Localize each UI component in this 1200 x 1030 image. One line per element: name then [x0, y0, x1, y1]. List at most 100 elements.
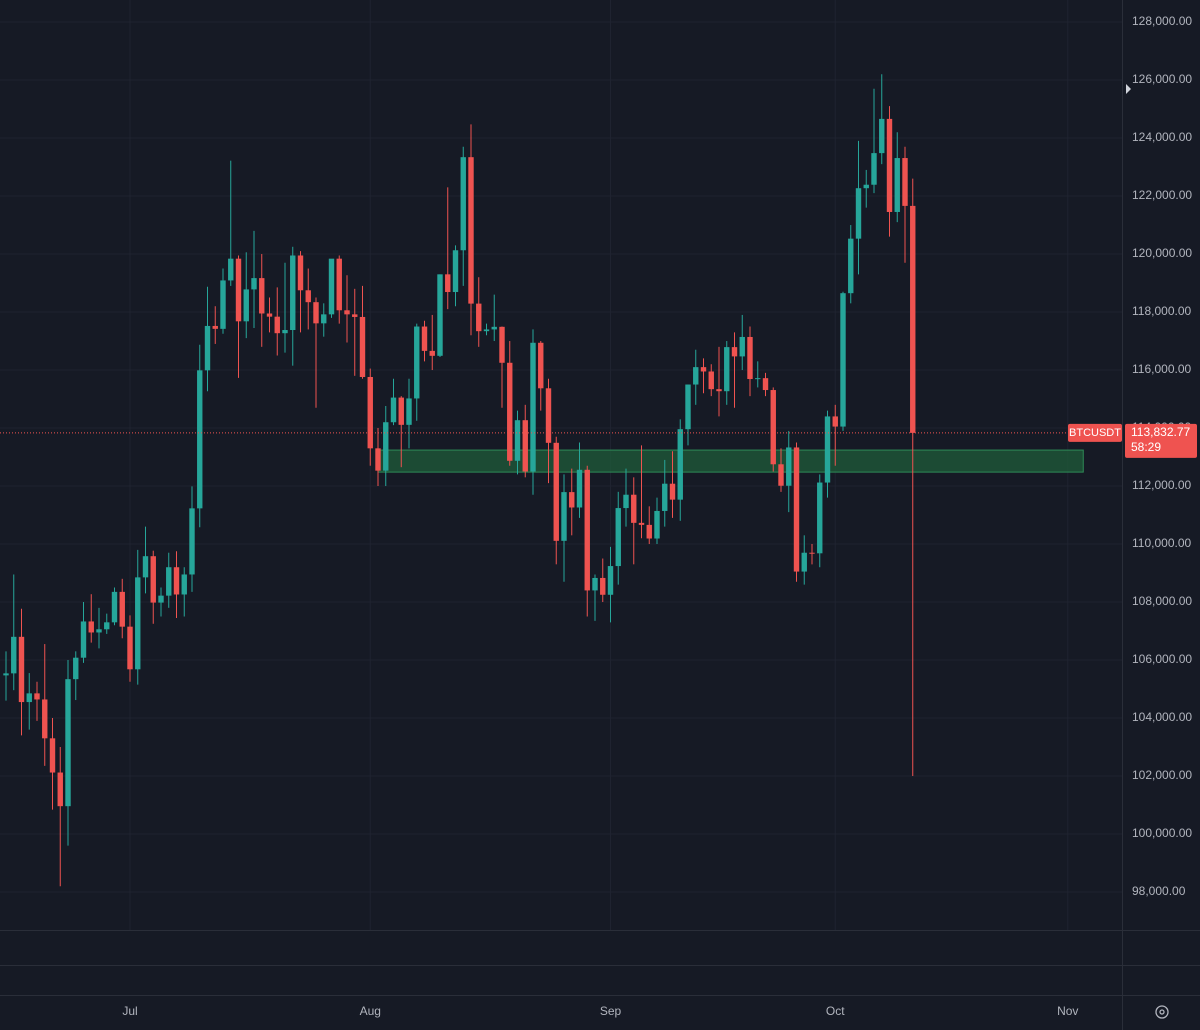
candle-body	[42, 699, 48, 739]
y-tick-label: 98,000.00	[1132, 884, 1186, 898]
zone-layer	[377, 449, 1084, 473]
y-tick-label: 106,000.00	[1132, 652, 1192, 666]
candle-body	[902, 158, 908, 206]
candle-body	[824, 416, 831, 483]
candle-body	[204, 325, 211, 371]
candle-body	[739, 336, 745, 357]
candle-body	[507, 362, 513, 461]
candle-body	[220, 280, 226, 329]
candle-body	[111, 591, 118, 623]
candle-body	[166, 567, 172, 596]
candle-body	[158, 595, 164, 603]
y-tick-label: 110,000.00	[1132, 536, 1191, 550]
y-tick-label: 126,000.00	[1132, 72, 1192, 86]
candle-body	[677, 429, 683, 500]
y-tick-label: 122,000.00	[1132, 188, 1192, 202]
candle-body	[135, 577, 141, 670]
candle-body	[685, 384, 691, 430]
candle-body	[197, 370, 203, 509]
candle-body	[646, 524, 652, 539]
candle-body	[700, 367, 707, 372]
candle-body	[127, 626, 133, 670]
candle-body	[390, 397, 397, 423]
candle-body	[600, 577, 606, 595]
candle-body	[189, 508, 195, 575]
candle-body	[840, 293, 846, 427]
candle-body	[522, 420, 528, 472]
candle-body	[150, 556, 156, 603]
candle-body	[336, 258, 342, 311]
candle-body	[623, 494, 629, 509]
candle-body	[483, 329, 490, 332]
candle-body	[452, 250, 459, 293]
candle-body	[437, 274, 443, 356]
candle-body	[290, 255, 296, 331]
candle-body	[778, 464, 784, 486]
settings-icon-core[interactable]	[1159, 1009, 1165, 1015]
candle-body	[855, 188, 862, 239]
candle-body	[491, 326, 497, 330]
candle-body	[88, 621, 94, 633]
candle-body	[445, 274, 451, 293]
candle-body	[468, 157, 474, 304]
candle-body	[499, 326, 505, 363]
settings-button[interactable]	[1155, 1005, 1169, 1019]
candle-body	[662, 483, 668, 511]
candle-body	[716, 389, 722, 392]
candle-body	[731, 347, 738, 357]
candle-body	[848, 238, 854, 294]
symbol-label: BTCUSDT	[1069, 427, 1121, 439]
candle-body	[375, 448, 381, 471]
settings-icon[interactable]	[1155, 1005, 1169, 1019]
candle-body	[414, 326, 420, 399]
y-tick-label: 108,000.00	[1132, 594, 1192, 608]
candle-body	[142, 556, 149, 578]
candle-body	[538, 342, 544, 389]
y-tick-label: 102,000.00	[1132, 768, 1192, 782]
candle-body	[530, 342, 536, 472]
candle-body	[235, 258, 242, 322]
candle-body	[73, 657, 79, 680]
candle-body	[638, 522, 645, 525]
candle-body	[274, 316, 280, 334]
candle-body	[328, 258, 335, 315]
candle-body	[259, 278, 265, 314]
candle-body	[832, 416, 838, 427]
candle-body	[305, 290, 311, 303]
candle-body	[11, 636, 17, 674]
candle-body	[173, 567, 180, 595]
candle-body	[282, 330, 288, 334]
candle-body	[181, 574, 187, 595]
y-tick-label: 116,000.00	[1132, 362, 1191, 376]
candle-body	[879, 118, 885, 154]
candle-body	[383, 422, 389, 471]
x-tick-label: Jul	[122, 1004, 137, 1018]
candle-body	[886, 118, 893, 212]
candle-body	[57, 772, 63, 807]
y-tick-label: 104,000.00	[1132, 710, 1192, 724]
candle-body	[561, 492, 567, 541]
support-zone	[377, 449, 1084, 473]
candle-body	[297, 255, 304, 291]
candle-body	[313, 302, 319, 324]
candle-body	[592, 577, 598, 591]
alert-marker	[1126, 84, 1131, 94]
candle-body	[615, 508, 621, 567]
candle-body	[871, 153, 877, 185]
candle-body	[894, 158, 900, 212]
candle-body	[762, 378, 769, 391]
candle-body	[421, 326, 428, 351]
candle-body	[584, 469, 590, 591]
candle-body	[693, 367, 699, 385]
candle-body	[398, 397, 404, 425]
candle-body	[367, 376, 373, 449]
candle-body	[26, 693, 32, 703]
candle-body	[607, 566, 614, 595]
candle-body	[104, 622, 110, 630]
x-tick-label: Aug	[360, 1004, 381, 1018]
candle-body	[406, 398, 412, 425]
candle-body	[747, 336, 753, 380]
y-tick-label: 112,000.00	[1132, 478, 1191, 492]
